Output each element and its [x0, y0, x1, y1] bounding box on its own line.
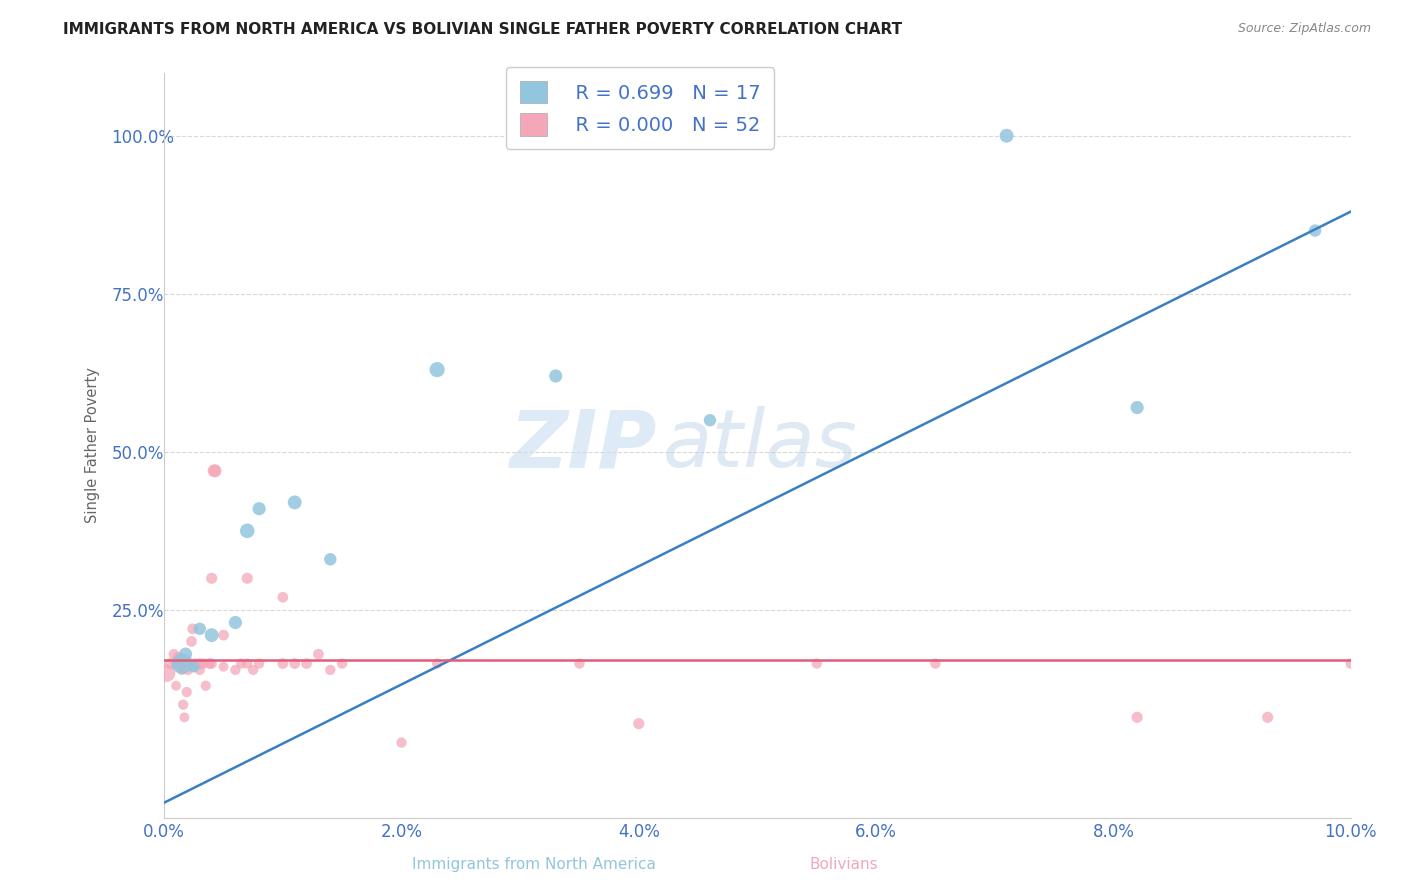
Point	[201, 657, 224, 671]
Point	[181, 622, 204, 636]
Point	[198, 657, 221, 671]
Point	[236, 657, 259, 671]
Point	[184, 657, 207, 671]
Point	[170, 657, 193, 671]
Text: Bolivians: Bolivians	[810, 857, 877, 872]
Point	[710, 128, 733, 143]
Point	[247, 501, 270, 516]
Legend:   R = 0.699   N = 17,   R = 0.000   N = 52: R = 0.699 N = 17, R = 0.000 N = 52	[506, 67, 773, 149]
Point	[1340, 657, 1362, 671]
Point	[169, 657, 191, 671]
Point	[193, 657, 215, 671]
Point	[319, 552, 342, 566]
Point	[194, 679, 217, 693]
Point	[183, 659, 205, 673]
Point	[177, 663, 200, 677]
Point	[544, 368, 567, 383]
Text: ZIP: ZIP	[509, 407, 657, 484]
Point	[391, 736, 413, 750]
Point	[212, 628, 235, 642]
Point	[426, 362, 449, 376]
Point	[224, 615, 246, 630]
Point	[284, 657, 307, 671]
Point	[924, 657, 946, 671]
Point	[1126, 710, 1149, 724]
Y-axis label: Single Father Poverty: Single Father Poverty	[86, 368, 100, 524]
Point	[236, 571, 259, 585]
Text: Immigrants from North America: Immigrants from North America	[412, 857, 657, 872]
Point	[165, 657, 187, 671]
Point	[212, 659, 235, 673]
Point	[1303, 223, 1326, 237]
Point	[159, 657, 181, 671]
Point	[224, 663, 246, 677]
Point	[995, 128, 1018, 143]
Point	[806, 657, 828, 671]
Point	[426, 657, 449, 671]
Point	[330, 657, 353, 671]
Point	[568, 657, 591, 671]
Point	[204, 464, 226, 478]
Point	[242, 663, 264, 677]
Point	[167, 650, 190, 665]
Point	[247, 657, 270, 671]
Text: Source: ZipAtlas.com: Source: ZipAtlas.com	[1237, 22, 1371, 36]
Point	[179, 657, 201, 671]
Point	[177, 657, 200, 671]
Point	[172, 698, 194, 712]
Point	[176, 685, 198, 699]
Point	[307, 647, 329, 661]
Point	[202, 464, 225, 478]
Point	[201, 571, 224, 585]
Point	[271, 657, 294, 671]
Point	[699, 413, 721, 427]
Point	[201, 628, 224, 642]
Point	[170, 659, 193, 673]
Text: IMMIGRANTS FROM NORTH AMERICA VS BOLIVIAN SINGLE FATHER POVERTY CORRELATION CHAR: IMMIGRANTS FROM NORTH AMERICA VS BOLIVIA…	[63, 22, 903, 37]
Text: atlas: atlas	[662, 407, 858, 484]
Point	[180, 634, 202, 648]
Point	[183, 659, 205, 673]
Point	[231, 657, 253, 671]
Point	[188, 622, 211, 636]
Point	[319, 663, 342, 677]
Point	[173, 710, 195, 724]
Point	[174, 647, 197, 661]
Point	[170, 663, 193, 677]
Point	[188, 663, 211, 677]
Point	[271, 591, 294, 605]
Point	[627, 716, 650, 731]
Point	[1257, 710, 1279, 724]
Point	[1126, 401, 1149, 415]
Point	[188, 657, 211, 671]
Point	[155, 666, 177, 681]
Point	[163, 647, 186, 661]
Point	[284, 495, 307, 509]
Point	[165, 679, 187, 693]
Point	[295, 657, 318, 671]
Point	[236, 524, 259, 538]
